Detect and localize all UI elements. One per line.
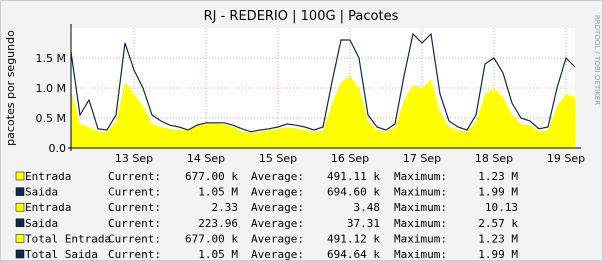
legend-label: Current: [108, 217, 161, 230]
legend-label: Average: [251, 186, 304, 199]
x-tick-label: 15 Sep [259, 152, 297, 165]
y-tick-label: 0.5 M [36, 112, 66, 125]
legend-maximum: 1.99 M [478, 186, 518, 199]
legend-name: Total Entrada [25, 232, 111, 245]
watermark: RRDTOOL / TOBI OETIKER [593, 15, 601, 105]
legend-label: Average: [251, 170, 304, 183]
legend-maximum: 1.99 M [478, 248, 518, 261]
legend-swatch [15, 249, 25, 259]
y-tick-label: 1.5 M [36, 52, 66, 65]
legend-label: Average: [251, 248, 304, 261]
legend-swatch [15, 187, 25, 196]
legend: Entrada Current: 677.00 k Average: 491.11 k M… [15, 170, 518, 261]
legend-average: 491.11 k [327, 170, 380, 183]
y-tick-label: 0.0 [49, 142, 67, 155]
legend-current: 1.05 M [198, 186, 238, 199]
legend-name: Total Saida [25, 248, 98, 261]
x-tick-label: 19 Sep [547, 152, 585, 165]
legend-maximum: 2.57 k [478, 217, 518, 230]
legend-average: 3.48 [354, 201, 381, 214]
y-axis-label: pacotes por segundo [4, 30, 17, 146]
legend-current: 223.96 [198, 217, 238, 230]
line [70, 32, 576, 133]
legend-average: 491.12 k [327, 232, 380, 245]
legend-label: Average: [251, 217, 304, 230]
x-tick-label: 18 Sep [475, 152, 513, 165]
x-tick-label: 13 Sep [115, 152, 153, 165]
legend-swatch [15, 234, 25, 243]
legend-label: Current: [108, 170, 161, 183]
legend-maximum: 1.23 M [478, 170, 518, 183]
legend-current: 1.05 M [198, 248, 238, 261]
x-tick-label: 16 Sep [331, 152, 369, 165]
legend-label: Maximum: [394, 217, 447, 230]
y-tick-label: 1.0 M [36, 82, 66, 95]
area [71, 76, 575, 148]
legend-label: Maximum: [394, 248, 447, 261]
legend-swatch [15, 202, 25, 212]
plot [68, 24, 581, 151]
legend-label: Current: [108, 248, 161, 261]
legend-name: Entrada [25, 170, 71, 183]
legend-label: Current: [108, 232, 161, 245]
legend-label: Average: [251, 232, 304, 245]
legend-maximum: 10.13 [485, 201, 518, 214]
legend-name: Saida [25, 217, 58, 230]
legend-label: Average: [251, 201, 304, 214]
legend-swatch [15, 171, 25, 181]
legend-current: 677.00 k [185, 232, 238, 245]
legend-current: 677.00 k [185, 170, 238, 183]
legend-current: 2.33 [212, 201, 239, 214]
legend-average: 694.60 k [327, 186, 380, 199]
legend-name: Saida [25, 186, 58, 199]
legend-average: 37.31 [347, 217, 380, 230]
legend-label: Maximum: [394, 186, 447, 199]
legend-label: Maximum: [394, 201, 447, 214]
legend-label: Current: [108, 201, 161, 214]
chart-title: RJ - REDERIO | 100G | Pacotes [204, 9, 399, 24]
legend-label: Maximum: [394, 232, 447, 245]
legend-maximum: 1.23 M [478, 232, 518, 245]
legend-average: 694.64 k [327, 248, 380, 261]
x-tick-label: 17 Sep [403, 152, 441, 165]
x-tick-label: 14 Sep [187, 152, 225, 165]
legend-name: Entrada [25, 201, 71, 214]
legend-label: Current: [108, 186, 161, 199]
legend-swatch [15, 218, 25, 228]
legend-label: Maximum: [394, 170, 447, 183]
